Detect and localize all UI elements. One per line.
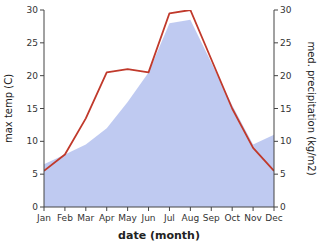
x-tick-label: Jun xyxy=(141,213,156,223)
y2-tick-label: 10 xyxy=(280,136,292,146)
y2-tick-label: 20 xyxy=(280,71,292,81)
x-tick xyxy=(64,207,65,211)
y2-tick-label: 5 xyxy=(280,169,286,179)
y2-tick xyxy=(274,174,278,175)
y-tick-label: 30 xyxy=(27,5,39,15)
y-tick-label: 20 xyxy=(27,71,39,81)
y2-tick xyxy=(274,141,278,142)
x-tick-label: Feb xyxy=(57,213,73,223)
x-tick-label: May xyxy=(118,213,137,223)
y-tick-label: 0 xyxy=(32,202,38,212)
x-tick xyxy=(85,207,86,211)
y-tick xyxy=(40,108,44,109)
x-tick xyxy=(274,207,275,211)
x-tick-label: Mar xyxy=(77,213,94,223)
y2-tick-label: 30 xyxy=(280,5,292,15)
precipitation-area xyxy=(44,20,274,207)
x-axis-line xyxy=(44,207,274,208)
x-tick xyxy=(127,207,128,211)
y-tick xyxy=(40,42,44,43)
y-tick-label: 25 xyxy=(27,38,38,48)
y2-tick xyxy=(274,75,278,76)
y-tick-label: 15 xyxy=(27,104,38,114)
x-tick-label: Aug xyxy=(182,213,200,223)
y2-tick xyxy=(274,108,278,109)
y2-tick-label: 0 xyxy=(280,202,286,212)
plot-area xyxy=(44,10,274,207)
y-tick xyxy=(40,75,44,76)
x-tick-label: Oct xyxy=(224,213,240,223)
y-tick xyxy=(40,207,44,208)
y-tick xyxy=(40,141,44,142)
x-tick-label: Dec xyxy=(265,213,282,223)
x-tick xyxy=(169,207,170,211)
y2-tick xyxy=(274,42,278,43)
temperature-line xyxy=(44,10,274,171)
x-tick xyxy=(232,207,233,211)
y2-tick-label: 25 xyxy=(280,38,291,48)
page: {"chart_data": {"type": "line", "categor… xyxy=(0,0,318,247)
y-tick-label: 5 xyxy=(32,169,38,179)
x-tick xyxy=(211,207,212,211)
y-tick xyxy=(40,10,44,11)
x-tick-label: Sep xyxy=(203,213,220,223)
x-tick xyxy=(148,207,149,211)
y2-tick xyxy=(274,10,278,11)
y2-tick xyxy=(274,207,278,208)
x-tick xyxy=(106,207,107,211)
x-tick-label: Jan xyxy=(36,213,51,223)
x-tick-label: Nov xyxy=(244,213,262,223)
y-axis-label: max temp (C) xyxy=(3,74,14,143)
y2-tick-label: 15 xyxy=(280,104,291,114)
x-tick-label: Jul xyxy=(163,213,175,223)
x-axis-label: date (month) xyxy=(118,229,200,242)
chart: JanFebMarAprMayJunJulAugSepOctNovDec0510… xyxy=(0,0,318,247)
x-tick-label: Apr xyxy=(99,213,115,223)
y-tick xyxy=(40,174,44,175)
x-tick xyxy=(190,207,191,211)
y2-axis-label: med. precipitation (kg/m2) xyxy=(306,41,317,175)
y-tick-label: 10 xyxy=(27,136,39,146)
x-tick xyxy=(253,207,254,211)
chart-container: JanFebMarAprMayJunJulAugSepOctNovDec0510… xyxy=(0,0,318,247)
x-tick xyxy=(44,207,45,211)
